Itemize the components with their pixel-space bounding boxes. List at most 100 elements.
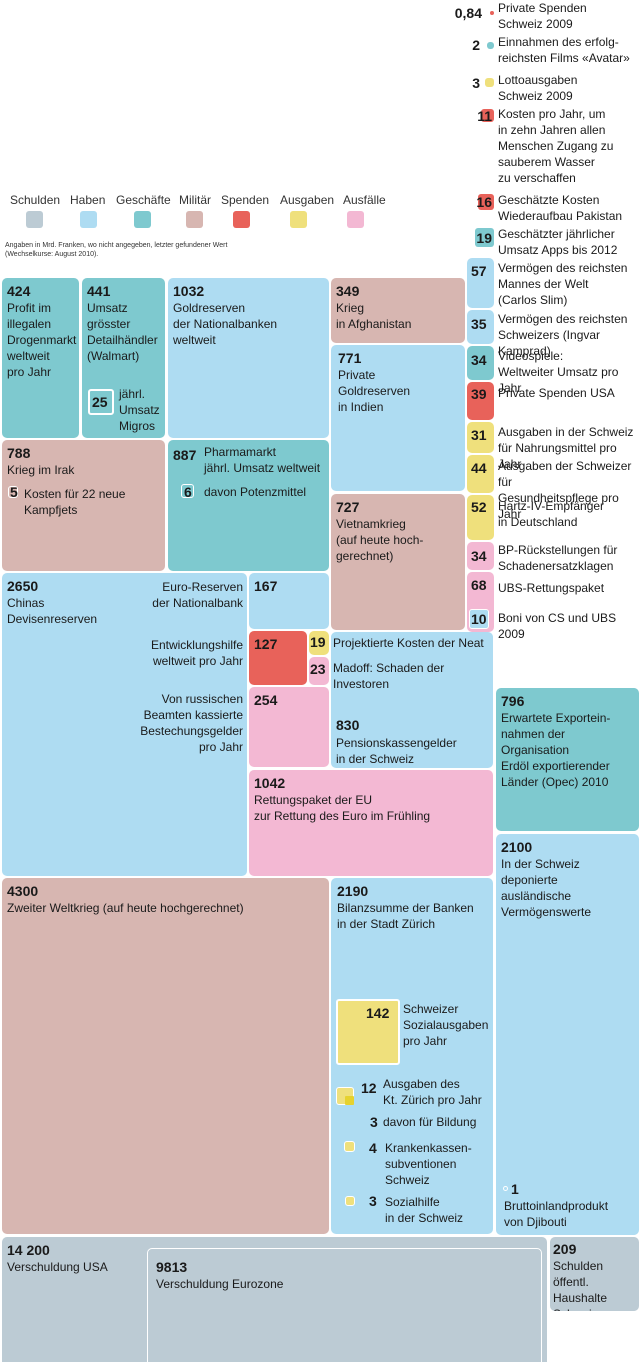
- label-euro-reserven: Euro-Reserven der Nationalbank: [152, 580, 243, 610]
- value-bildung: 3: [370, 1114, 378, 1130]
- box-deponierte-vermoegen: 2100 In der Schweiz deponierte ausländisc…: [496, 834, 639, 1235]
- label-gesundheit: Ausgaben der Schweizer für Gesundheitspf…: [498, 459, 632, 521]
- value: 796: [501, 693, 525, 709]
- box-potenzmittel: [181, 484, 194, 498]
- label: Rettungspaket der EU zur Rettung des Eur…: [254, 793, 431, 823]
- box-bp: 34: [467, 542, 494, 570]
- label: Erwartete Exportein- nahmen der Organisa…: [501, 711, 611, 789]
- label: Pensionskassengelder in der Schweiz: [336, 736, 457, 766]
- label: Bilanzsumme der Banken in der Stadt Züri…: [337, 901, 474, 931]
- label-spenden-usa: Private Spenden USA: [498, 386, 615, 400]
- box-carlos-slim: 57: [467, 258, 494, 308]
- label-sozialausgaben: Schweizer Sozialausgaben pro Jahr: [403, 1002, 489, 1048]
- value: 57: [471, 263, 487, 279]
- box-verschuldung-usa: 14 200 Verschuldung USA 9813 Verschuldung …: [2, 1237, 547, 1362]
- swatch-geschaefte: [487, 42, 494, 49]
- value: 34: [471, 548, 487, 564]
- value-djibouti: 1: [511, 1181, 519, 1197]
- label: Krieg im Irak: [7, 463, 75, 477]
- label: Umsatz grösster Detailhändler (Walmart): [87, 301, 158, 363]
- value: 349: [336, 283, 360, 299]
- value: 11: [477, 108, 492, 124]
- label: Goldreserven der Nationalbanken weltweit: [173, 301, 278, 347]
- label: Pharmamarkt jährl. Umsatz weltweit: [204, 445, 321, 475]
- legend-swatch-militaer: [186, 211, 203, 228]
- value: 4300: [7, 883, 39, 899]
- value: 727: [336, 499, 360, 515]
- box-pharmamarkt: 887 Pharmamarkt jährl. Umsatz weltweit 6…: [168, 440, 329, 571]
- box-goldreserven-indien: 771 Private Goldreserven in Indien: [331, 345, 465, 491]
- value-kt-zuerich: 12: [361, 1080, 377, 1096]
- box-spenden-usa: 39: [467, 382, 494, 420]
- box-hartz-iv: 52: [467, 495, 494, 540]
- box-entwicklungshilfe: 127: [249, 631, 307, 685]
- label-sozialhilfe: Sozialhilfe in der Schweiz: [385, 1195, 464, 1225]
- label: Geschätzte Kosten Wiederaufbau Pakistan: [498, 193, 623, 223]
- value: 788: [7, 445, 31, 461]
- label: Kosten pro Jahr, um in zehn Jahren allen…: [498, 107, 614, 185]
- legend-swatch-ausfaelle: [347, 211, 364, 228]
- box-russland: 254: [249, 687, 329, 767]
- label-ubs-rettung: UBS-Rettungspaket: [498, 581, 605, 595]
- box-china: 2650 Chinas Devisenreserven Euro-Reserven…: [2, 573, 247, 876]
- item-wasser: 11 Kosten pro Jahr, um in zehn Jahren al…: [440, 106, 640, 188]
- value: 441: [87, 283, 111, 299]
- box-sozialhilfe: [345, 1196, 355, 1206]
- value: 771: [338, 350, 362, 366]
- value: 2650: [7, 578, 39, 594]
- label: Lottoausgaben Schweiz 2009: [498, 73, 578, 103]
- label-potenzmittel: davon Potenzmittel: [204, 485, 307, 499]
- value: 3: [472, 75, 480, 91]
- value: 34: [471, 352, 487, 368]
- value-sozialausgaben: 142: [366, 1005, 390, 1021]
- label: In der Schweiz deponierte ausländische V…: [501, 857, 592, 919]
- value-krankenkassen: 4: [369, 1140, 377, 1156]
- label: Private Goldreserven in Indien: [338, 368, 411, 414]
- legend-swatch-geschaefte: [134, 211, 151, 228]
- legend-swatch-schulden: [26, 211, 43, 228]
- box-euro-reserven: 167: [249, 573, 329, 629]
- label-hartz-iv: Hartz-IV-Empfänger in Deutschland: [498, 499, 605, 529]
- value: 424: [7, 283, 31, 299]
- box-opec: 796 Erwartete Exportein- nahmen der Organ…: [496, 688, 639, 831]
- value: 14 200: [7, 1242, 50, 1258]
- value: 1032: [173, 283, 205, 299]
- value: 23: [310, 661, 326, 677]
- box-verschuldung-eurozone: 9813 Verschuldung Eurozone: [147, 1248, 542, 1362]
- label-neat: Projektierte Kosten der Neat: [333, 636, 484, 650]
- label-kamprad: Vermögen des reichsten Schweizers (Ingva…: [498, 312, 628, 358]
- box-nahrungsmittel: 31: [467, 422, 494, 453]
- value-kampfjets: 5: [10, 484, 18, 500]
- legend-haben: Haben: [70, 193, 106, 207]
- box-zweiter-weltkrieg: 4300 Zweiter Weltkrieg (auf heute hochger…: [2, 878, 329, 1234]
- item-private-spenden-schweiz: 0,84 Private Spenden Schweiz 2009: [440, 0, 640, 34]
- box-irak: 788 Krieg im Irak 5 Kosten für 22 neue Ka…: [2, 440, 165, 571]
- label-entwicklungshilfe: Entwicklungshilfe weltweit pro Jahr: [150, 638, 243, 668]
- box-madoff: 23: [309, 657, 329, 685]
- box-schulden-schweiz: 209 Schulden öffentl. Haushalte Schweiz: [550, 1237, 639, 1311]
- legend-swatch-haben: [80, 211, 97, 228]
- swatch-spenden: [490, 11, 494, 15]
- label: Einnahmen des erfolg- reichsten Films «A…: [498, 35, 630, 65]
- box-krankenkassen: [344, 1141, 355, 1152]
- swatch-spenden: [481, 109, 494, 122]
- label-bildung: davon für Bildung: [383, 1115, 477, 1129]
- label-migros: jährl. Umsatz Migros: [119, 387, 160, 433]
- unit-note: Angaben in Mrd. Franken, wo nicht angege…: [5, 242, 228, 258]
- label: Zweiter Weltkrieg (auf heute hochgerechn…: [7, 901, 244, 915]
- item-apps: 19 Geschätzter jährlicher Umsatz Apps bi…: [440, 226, 640, 260]
- box-goldreserven-nationalbanken: 1032 Goldreserven der Nationalbanken welt…: [168, 278, 329, 438]
- legend-schulden: Schulden: [10, 193, 61, 207]
- box-afghanistan: 349 Krieg in Afghanistan: [331, 278, 465, 343]
- box-walmart: 441 Umsatz grösster Detailhändler (Walmar…: [82, 278, 165, 438]
- box-bildung: [345, 1096, 354, 1105]
- box-ubs-rettung: 68 10: [467, 572, 494, 632]
- value: 2100: [501, 839, 533, 855]
- value: 44: [471, 460, 487, 476]
- value: 68: [471, 577, 487, 593]
- box-neat: 19: [309, 631, 329, 655]
- label-carlos-slim: Vermögen des reichsten Mannes der Welt (…: [498, 261, 628, 307]
- box-djibouti: [503, 1186, 508, 1191]
- label-bp: BP-Rückstellungen für Schadenersatzklage…: [498, 543, 618, 573]
- value: 52: [471, 499, 487, 515]
